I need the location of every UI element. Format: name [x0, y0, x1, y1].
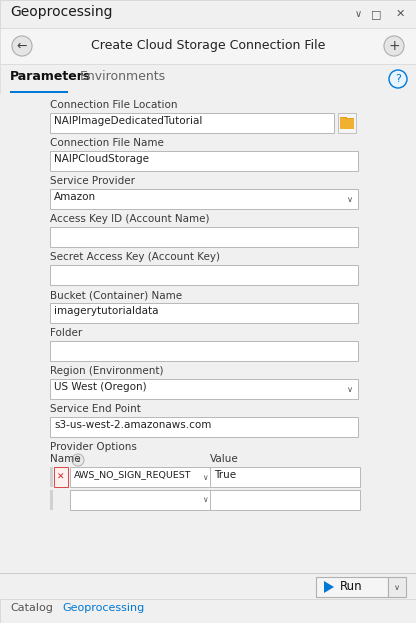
Bar [340, 119, 354, 129]
Text: Connection File Name: Connection File Name [50, 138, 164, 148]
Bar [210, 467, 360, 487]
Bar [10, 91, 68, 93]
Text: Run: Run [340, 581, 363, 594]
Bar [0, 0, 416, 28]
Text: □: □ [371, 9, 381, 19]
Text: Catalog: Catalog [10, 603, 53, 613]
Text: s3-us-west-2.amazonaws.com: s3-us-west-2.amazonaws.com [54, 420, 211, 430]
Text: imagerytutorialdata: imagerytutorialdata [54, 306, 158, 316]
Bar [340, 117, 347, 121]
Bar [0, 599, 416, 623]
Bar [316, 577, 388, 597]
Bar [0, 574, 416, 599]
Bar [50, 303, 358, 323]
Bar [338, 113, 356, 133]
Bar [0, 28, 416, 64]
Text: ∨: ∨ [75, 457, 81, 463]
Text: ✕: ✕ [57, 472, 65, 482]
Bar [210, 490, 360, 510]
Text: ∨: ∨ [354, 9, 362, 19]
Bar [0, 94, 416, 599]
Text: ←: ← [17, 39, 27, 52]
Text: ✕: ✕ [395, 9, 405, 19]
Text: Secret Access Key (Account Key): Secret Access Key (Account Key) [50, 252, 220, 262]
Polygon shape [324, 581, 334, 593]
Circle shape [384, 36, 404, 56]
Circle shape [389, 70, 407, 88]
Bar [50, 227, 358, 247]
Bar [388, 577, 406, 597]
Text: AWS_NO_SIGN_REQUEST: AWS_NO_SIGN_REQUEST [74, 470, 191, 479]
Text: Bucket (Container) Name: Bucket (Container) Name [50, 290, 182, 300]
Text: Environments: Environments [80, 70, 166, 83]
Bar [50, 417, 358, 437]
Text: Service End Point: Service End Point [50, 404, 141, 414]
Bar [50, 265, 358, 285]
Text: Value: Value [210, 454, 239, 464]
Text: Amazon: Amazon [54, 192, 96, 202]
Bar [50, 113, 334, 133]
Bar [0, 64, 416, 94]
Text: ∨: ∨ [347, 384, 353, 394]
Circle shape [72, 454, 84, 466]
Bar [50, 490, 53, 510]
Text: ∨: ∨ [347, 194, 353, 204]
Text: NAIPCloudStorage: NAIPCloudStorage [54, 154, 149, 164]
Text: ∨: ∨ [202, 472, 208, 482]
Text: Provider Options: Provider Options [50, 442, 137, 452]
Text: Service Provider: Service Provider [50, 176, 135, 186]
Bar [50, 151, 358, 171]
Text: ∨: ∨ [202, 495, 208, 505]
Bar [340, 118, 354, 129]
Text: Region (Environment): Region (Environment) [50, 366, 163, 376]
Text: Parameters: Parameters [10, 70, 91, 83]
Bar [50, 341, 358, 361]
Bar [50, 379, 358, 399]
Bar [0, 573, 416, 574]
Bar [50, 189, 358, 209]
Text: Name: Name [50, 454, 81, 464]
Text: US West (Oregon): US West (Oregon) [54, 382, 146, 392]
Bar [70, 490, 213, 510]
Text: True: True [214, 470, 236, 480]
Bar [54, 467, 68, 487]
Text: Create Cloud Storage Connection File: Create Cloud Storage Connection File [91, 39, 325, 52]
Text: Access Key ID (Account Name): Access Key ID (Account Name) [50, 214, 210, 224]
Text: ∨: ∨ [394, 583, 400, 591]
Text: Geoprocessing: Geoprocessing [62, 603, 144, 613]
Bar [70, 467, 213, 487]
Text: Connection File Location: Connection File Location [50, 100, 178, 110]
Text: Geoprocessing: Geoprocessing [10, 5, 112, 19]
Circle shape [12, 36, 32, 56]
Text: ?: ? [395, 74, 401, 84]
Text: +: + [388, 39, 400, 53]
Bar [340, 118, 345, 120]
Text: Folder: Folder [50, 328, 82, 338]
Text: NAIPImageDedicatedTutorial: NAIPImageDedicatedTutorial [54, 116, 202, 126]
Bar [50, 467, 53, 487]
